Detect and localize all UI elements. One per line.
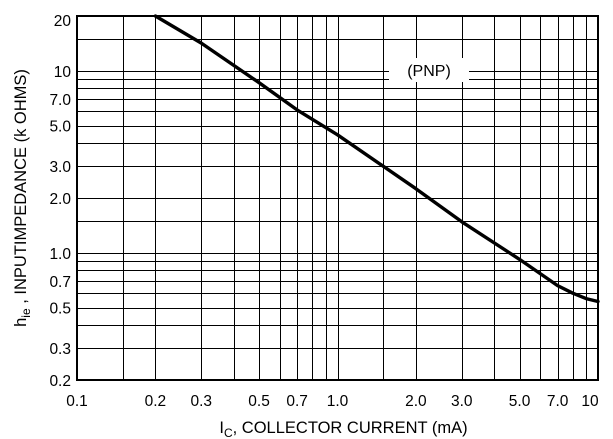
y-tick-label: 0.5 [49, 301, 71, 318]
annotation-label: (PNP) [407, 63, 451, 80]
y-axis-label: hie , INPUTIMPEDANCE (k OHMS) [12, 69, 33, 327]
y-tick-label: 0.2 [49, 373, 71, 390]
grid [77, 16, 599, 381]
x-tick-label: 5.0 [509, 393, 531, 410]
y-axis-label-rest: , INPUTIMPEDANCE (k OHMS) [12, 69, 30, 308]
x-tick-label: 7.0 [547, 393, 569, 410]
y-tick-label: 0.7 [49, 274, 71, 291]
x-tick-label: 0.7 [286, 393, 308, 410]
y-axis-label-subscript: ie [19, 308, 33, 318]
y-tick-label: 1.0 [49, 246, 71, 263]
plot-frame [76, 15, 599, 381]
x-tick-label: 1.0 [327, 393, 349, 410]
y-tick-label: 7.0 [49, 92, 71, 109]
annotation: (PNP) [389, 58, 469, 82]
y-tick-label: 3.0 [49, 159, 71, 176]
x-tick-label: 0.3 [191, 393, 213, 410]
x-tick-label: 0.5 [248, 393, 270, 410]
y-tick-label: 2.0 [49, 191, 71, 208]
series-curve [153, 14, 600, 304]
x-axis-label: IC, COLLECTOR CURRENT (mA) [219, 419, 467, 439]
x-tick-labels: 0.1 0.2 0.3 0.5 0.7 1.0 2.0 3.0 5.0 7.0 10 [66, 393, 599, 410]
x-tick-label: 3.0 [451, 393, 473, 410]
y-axis-label-main: h [12, 318, 30, 327]
y-tick-label: 5.0 [49, 119, 71, 136]
x-tick-label: 0.2 [145, 393, 167, 410]
x-axis-label-main: I [219, 419, 224, 437]
y-tick-label: 0.3 [49, 341, 71, 358]
x-tick-label: 10 [581, 393, 599, 410]
y-tick-label: 10 [54, 64, 72, 81]
y-tick-labels: 0.2 0.3 0.5 0.7 1.0 2.0 3.0 5.0 7.0 10 20 [49, 13, 71, 390]
y-tick-label: 20 [54, 13, 72, 30]
x-tick-label: 2.0 [405, 393, 427, 410]
x-axis-label-rest: , COLLECTOR CURRENT (mA) [233, 419, 468, 437]
x-tick-label: 0.1 [66, 393, 88, 410]
annotation-background [389, 58, 469, 82]
x-axis-label-subscript: C [224, 426, 233, 439]
